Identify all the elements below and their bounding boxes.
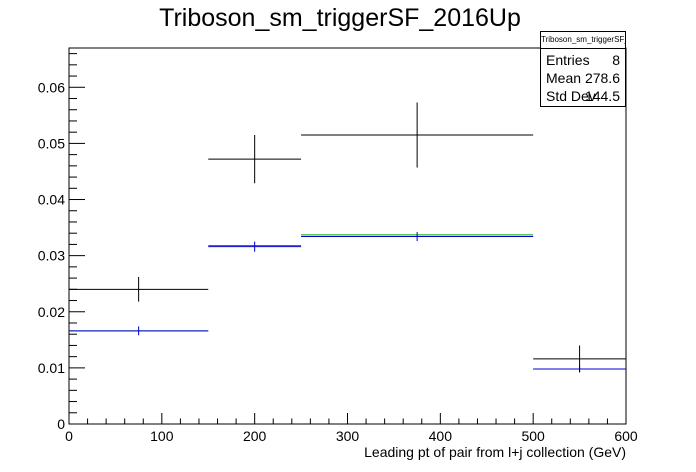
data-series [69, 102, 626, 373]
axes: 0 100 200 300 400 500 600 0 0.01 0.02 0.03 0.04 0.05… [38, 53, 638, 444]
stats-mean-value: 278.6 [584, 70, 620, 86]
x-tick-label: 500 [521, 428, 545, 444]
y-tick-label: 0.03 [38, 248, 65, 264]
x-tick-label: 400 [429, 428, 453, 444]
y-tick-label: 0.01 [38, 360, 65, 376]
y-tick-label: 0 [57, 416, 65, 432]
y-tick-label: 0.06 [38, 79, 65, 95]
stats-mean-row: Mean 278.6 [541, 69, 625, 87]
stats-entries-label: Entries [546, 52, 590, 68]
stats-entries-row: Entries 8 [541, 51, 625, 69]
x-axis-label: Leading pt of pair from l+j collection (… [364, 444, 626, 460]
y-tick-label: 0.04 [38, 192, 65, 208]
stats-box: Triboson_sm_triggerSF_2016Up Entries 8 M… [540, 31, 626, 107]
stats-entries-value: 8 [612, 52, 620, 68]
y-tick-label: 0.05 [38, 135, 65, 151]
x-tick-label: 0 [65, 428, 73, 444]
stats-stddev-row: Std Dev 144.5 [541, 87, 625, 105]
series-0 [69, 102, 626, 373]
x-tick-label: 600 [614, 428, 638, 444]
stats-stddev-value: 144.5 [584, 88, 620, 104]
x-tick-label: 200 [243, 428, 267, 444]
chart-title: Triboson_sm_triggerSF_2016Up [159, 4, 521, 32]
x-tick-label: 300 [336, 428, 360, 444]
series-1 [69, 232, 626, 373]
y-tick-label: 0.02 [38, 304, 65, 320]
stats-mean-label: Mean [546, 70, 582, 86]
series-2 [69, 234, 626, 370]
stats-stddev-label: Std Dev [546, 88, 596, 104]
x-tick-label: 100 [150, 428, 174, 444]
stats-title: Triboson_sm_triggerSF_2016Up [541, 32, 625, 49]
